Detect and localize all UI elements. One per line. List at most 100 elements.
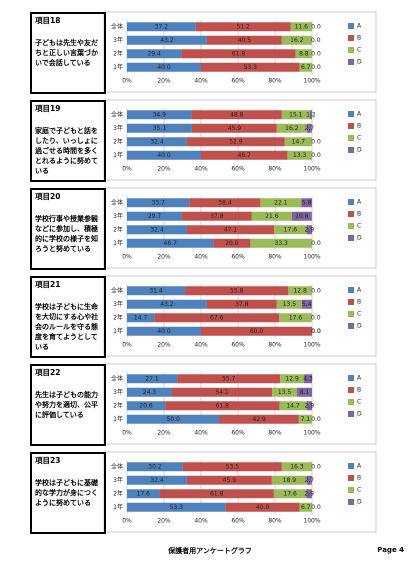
bar-segment bbox=[127, 489, 160, 499]
item-description: 学校は子どもに生命を大切にする心や社会のルールを守る態度を育てようとしている bbox=[35, 303, 99, 351]
value-label: 7.1 bbox=[301, 416, 311, 423]
bar-segment bbox=[298, 414, 312, 424]
bar-segment bbox=[306, 401, 312, 411]
x-tick-label: 40% bbox=[194, 78, 208, 85]
value-label: 32.4 bbox=[150, 477, 164, 484]
value-label: 33.3 bbox=[275, 240, 289, 247]
bar-segment bbox=[127, 198, 190, 208]
bar-segment bbox=[225, 502, 300, 512]
bar-segment bbox=[306, 489, 312, 499]
value-label: 1.2 bbox=[306, 111, 316, 118]
value-label: 16.2 bbox=[290, 37, 304, 44]
legend-label: C bbox=[357, 311, 361, 318]
item-description: 学校は子どもに基礎的な学力が身につくように努めている bbox=[35, 479, 98, 507]
value-label: 53.5 bbox=[226, 463, 240, 470]
value-label: 33.7 bbox=[151, 199, 165, 206]
x-tick-label: 0% bbox=[122, 166, 132, 173]
value-label: 32.4 bbox=[150, 138, 164, 145]
bar-segment bbox=[191, 110, 282, 120]
value-label: 22.1 bbox=[274, 199, 288, 206]
y-tick-label: 2年 bbox=[113, 313, 123, 321]
bar-segment bbox=[201, 62, 300, 72]
value-label: 38.4 bbox=[218, 199, 232, 206]
value-label: 53.3 bbox=[170, 504, 184, 511]
legend-swatch bbox=[348, 35, 354, 41]
y-tick-label: 3年 bbox=[113, 300, 123, 308]
footer-title: 保護者用アンケートグラフ bbox=[168, 547, 252, 555]
x-tick-label: 20% bbox=[157, 342, 171, 349]
bar-segment bbox=[219, 414, 299, 424]
bar-segment bbox=[301, 299, 312, 309]
value-label: 17.6 bbox=[284, 226, 298, 233]
value-label: 10.8 bbox=[295, 213, 309, 220]
legend-label: D bbox=[357, 147, 362, 154]
value-label: 46.7 bbox=[238, 152, 252, 159]
x-tick-label: 80% bbox=[268, 342, 282, 349]
bar-segment bbox=[159, 489, 274, 499]
bar-segment bbox=[201, 326, 312, 336]
bar-segment bbox=[127, 387, 172, 397]
value-label: 47.1 bbox=[224, 226, 238, 233]
bar-segment bbox=[273, 489, 307, 499]
bar-segment bbox=[186, 137, 285, 147]
x-tick-label: 0% bbox=[122, 430, 132, 437]
value-label: 61.8 bbox=[232, 50, 246, 57]
value-label: 2.9 bbox=[305, 226, 315, 233]
value-label: 0.0 bbox=[311, 287, 321, 294]
x-tick-label: 0% bbox=[122, 342, 132, 349]
legend-label: A bbox=[357, 199, 362, 206]
item-title: 項目21 bbox=[35, 280, 61, 289]
x-tick-label: 100% bbox=[303, 342, 320, 349]
legend-swatch bbox=[348, 475, 354, 481]
bar-segment bbox=[306, 475, 312, 485]
bar-segment bbox=[280, 374, 305, 384]
bar-segment bbox=[127, 62, 201, 72]
legend-label: A bbox=[357, 463, 362, 470]
bar-segment bbox=[271, 475, 307, 485]
value-label: 43.2 bbox=[160, 37, 174, 44]
item-title: 項目18 bbox=[35, 16, 61, 25]
x-tick-label: 60% bbox=[231, 78, 245, 85]
value-label: 40.0 bbox=[157, 152, 171, 159]
value-label: 43.2 bbox=[160, 301, 174, 308]
value-label: 0.0 bbox=[311, 328, 321, 335]
value-label: 51.2 bbox=[237, 23, 251, 30]
value-label: 0.0 bbox=[311, 50, 321, 57]
bar-segment bbox=[127, 462, 183, 472]
value-label: 60.0 bbox=[250, 328, 264, 335]
x-tick-label: 80% bbox=[268, 166, 282, 173]
value-label: 0.0 bbox=[311, 240, 321, 247]
y-tick-label: 1年 bbox=[113, 503, 123, 511]
x-tick-label: 100% bbox=[303, 518, 320, 525]
bar-segment bbox=[127, 22, 196, 32]
bar-segment bbox=[177, 374, 281, 384]
value-label: 37.8 bbox=[235, 301, 249, 308]
x-tick-label: 40% bbox=[194, 342, 208, 349]
bar-segment bbox=[127, 137, 187, 147]
value-label: 54.1 bbox=[215, 389, 229, 396]
x-tick-label: 20% bbox=[157, 518, 171, 525]
value-label: 61.8 bbox=[216, 402, 230, 409]
value-label: 40.0 bbox=[157, 64, 171, 71]
legend-swatch bbox=[348, 323, 354, 329]
legend-swatch bbox=[348, 199, 354, 205]
bar-segment bbox=[185, 286, 289, 296]
legend-swatch bbox=[348, 387, 354, 393]
bar-segment bbox=[171, 387, 273, 397]
bar-segment bbox=[186, 475, 272, 485]
legend-label: C bbox=[357, 47, 361, 54]
value-label: 14.7 bbox=[134, 314, 148, 321]
legend-swatch bbox=[348, 111, 354, 117]
item-box: 項目21 学校は子どもに生命を大切にする心や社会のルールを守る態度を育てようとして… bbox=[30, 276, 106, 358]
legend-swatch bbox=[348, 147, 354, 153]
bar-segment bbox=[276, 123, 307, 133]
value-label: 12.8 bbox=[293, 287, 307, 294]
value-label: 37.8 bbox=[210, 213, 224, 220]
value-label: 15.1 bbox=[289, 111, 303, 118]
bar-segment bbox=[127, 299, 207, 309]
y-tick-label: 全体 bbox=[111, 22, 123, 30]
x-tick-label: 100% bbox=[303, 78, 320, 85]
legend-label: A bbox=[357, 375, 362, 382]
value-label: 17.6 bbox=[289, 314, 303, 321]
x-tick-label: 0% bbox=[122, 78, 132, 85]
